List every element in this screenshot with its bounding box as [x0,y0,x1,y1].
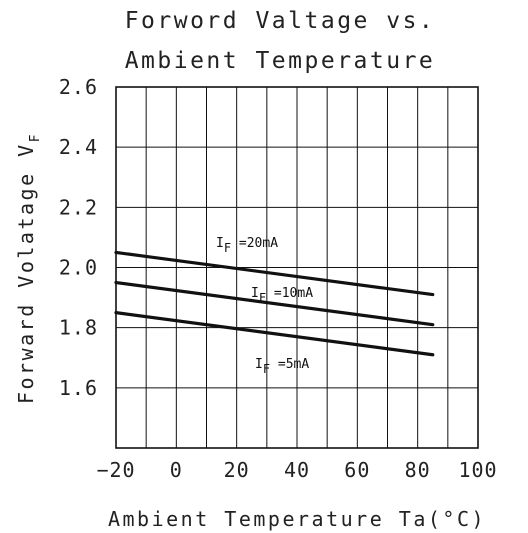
series-lines [114,250,435,357]
svg-text:Forward Volatage VF: Forward Volatage VF [14,132,43,404]
x-tick-label: 100 [458,458,497,482]
y-tick-label: 2.0 [59,256,98,280]
grid [116,87,478,448]
y-tick-labels: 1.6 1.8 2.0 2.2 2.4 2.6 [59,75,98,400]
x-tick-label: −20 [96,458,135,482]
chart-title-line-2: Ambient Temperature [125,48,436,74]
y-tick-label: 2.4 [59,135,98,159]
x-tick-label: 0 [170,458,183,482]
series-line-1 [114,250,435,297]
x-tick-label: 60 [344,458,370,482]
x-tick-label: 80 [405,458,431,482]
series-label-3: IF =5mA [255,357,309,376]
y-axis-label-main: Forward Volatage V [14,142,38,404]
y-tick-label: 2.6 [59,75,98,99]
x-tick-labels: −20 0 20 40 60 80 100 [96,458,497,482]
series-line-2 [114,280,435,327]
x-tick-label: 40 [284,458,310,482]
x-tick-label: 20 [224,458,250,482]
y-tick-label: 1.6 [59,376,98,400]
y-axis-label: Forward Volatage VF [14,132,43,404]
chart-title-line-1: Forword Valtage vs. [125,8,436,34]
y-tick-label: 1.8 [59,316,98,340]
series-label-1: IF =20mA [216,236,278,255]
series-label-2: IF =10mA [251,286,313,305]
series-line-3 [114,311,435,357]
plot-frame [115,86,479,449]
y-axis-label-sub: F [28,132,43,142]
series-labels: IF =20mA IF =10mA IF =5mA [216,236,313,376]
y-tick-label: 2.2 [59,195,98,219]
x-axis-label: Ambient Temperature Ta(°C) [108,507,486,531]
